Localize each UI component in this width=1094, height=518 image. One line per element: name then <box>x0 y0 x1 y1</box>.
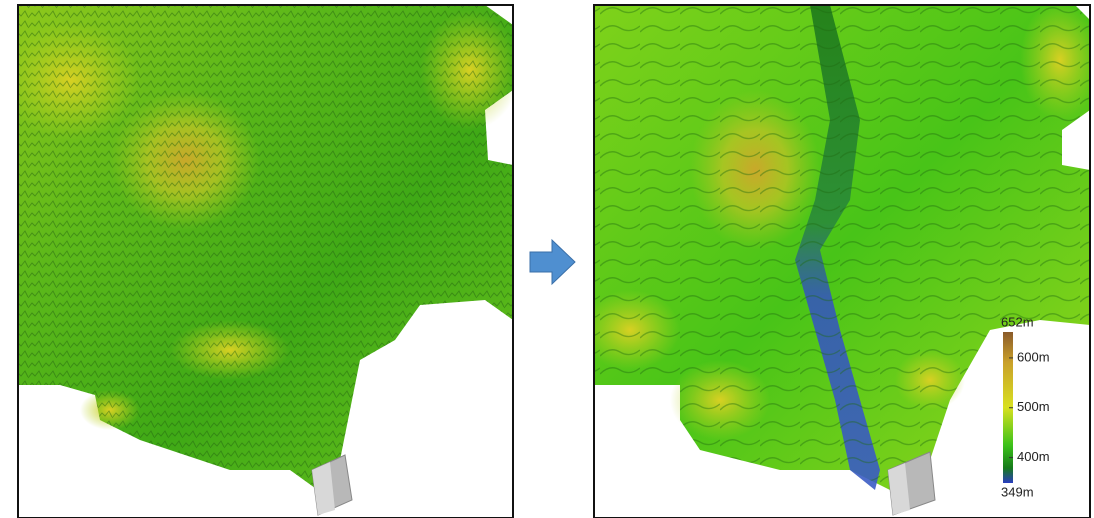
colorbar-label: 600m <box>1017 349 1050 364</box>
arrow <box>530 240 575 284</box>
page: 652m600m500m400m349m (() => { const data… <box>0 0 1094 518</box>
colorbar-label: 400m <box>1017 449 1050 464</box>
figure: 652m 600m 500m 400m 349m <box>0 0 1094 518</box>
terrain-before <box>0 5 520 515</box>
colorbar-label: 349m <box>1001 484 1034 499</box>
colorbar-label: 652m <box>1001 314 1034 329</box>
terrain-after <box>580 0 1094 515</box>
colorbar-label: 500m <box>1017 399 1050 414</box>
